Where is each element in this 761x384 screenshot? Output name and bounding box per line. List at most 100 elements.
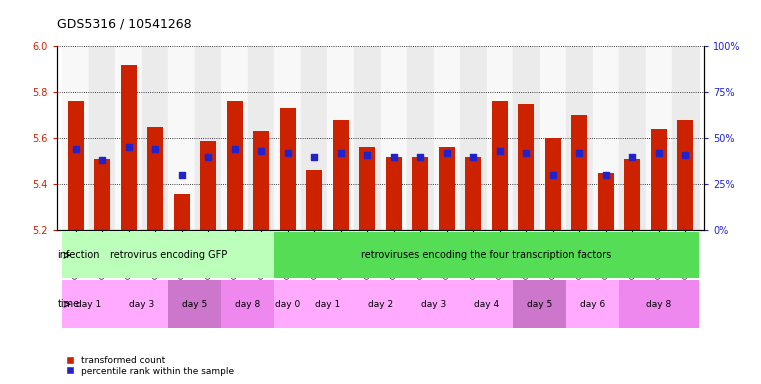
Bar — [221, 280, 275, 328]
Bar — [486, 46, 513, 230]
Bar — [380, 46, 407, 230]
Bar — [280, 108, 296, 230]
Bar — [492, 101, 508, 230]
Bar — [540, 46, 566, 230]
Point — [282, 150, 294, 156]
Bar — [306, 170, 322, 230]
Bar — [354, 46, 380, 230]
Point — [149, 146, 161, 152]
Bar — [407, 46, 434, 230]
Bar — [619, 280, 699, 328]
Bar — [116, 46, 142, 230]
Bar — [672, 46, 699, 230]
Text: day 3: day 3 — [421, 300, 446, 309]
Point — [521, 150, 533, 156]
Bar — [200, 141, 216, 230]
Point — [228, 146, 240, 152]
Bar — [301, 46, 327, 230]
Text: day 1: day 1 — [76, 300, 101, 309]
Bar — [333, 120, 349, 230]
Bar — [439, 147, 455, 230]
Point — [546, 172, 559, 178]
Bar — [434, 46, 460, 230]
Bar — [253, 131, 269, 230]
Bar — [593, 46, 619, 230]
Text: day 8: day 8 — [235, 300, 260, 309]
Bar — [221, 46, 248, 230]
Bar — [645, 46, 672, 230]
Text: day 5: day 5 — [527, 300, 552, 309]
Bar — [677, 120, 693, 230]
Point — [467, 154, 479, 160]
Text: day 2: day 2 — [368, 300, 393, 309]
Legend: transformed count, percentile rank within the sample: transformed count, percentile rank withi… — [62, 353, 238, 379]
Bar — [572, 115, 587, 230]
Bar — [116, 280, 168, 328]
Text: day 5: day 5 — [183, 300, 208, 309]
Bar — [62, 232, 275, 278]
Text: day 6: day 6 — [580, 300, 605, 309]
Bar — [354, 280, 407, 328]
Point — [441, 150, 453, 156]
Bar — [62, 46, 89, 230]
Point — [414, 154, 426, 160]
Bar — [651, 129, 667, 230]
Point — [387, 154, 400, 160]
Text: day 8: day 8 — [646, 300, 671, 309]
Point — [176, 172, 188, 178]
Bar — [566, 46, 593, 230]
Point — [96, 157, 108, 164]
Bar — [227, 101, 243, 230]
Text: retroviruses encoding the four transcription factors: retroviruses encoding the four transcrip… — [361, 250, 612, 260]
Point — [653, 150, 665, 156]
Bar — [327, 46, 354, 230]
Bar — [407, 280, 460, 328]
Point — [573, 150, 585, 156]
Bar — [275, 46, 301, 230]
Bar — [359, 147, 375, 230]
Bar — [301, 280, 354, 328]
Bar — [624, 159, 640, 230]
Bar — [412, 157, 428, 230]
Text: day 0: day 0 — [275, 300, 301, 309]
Bar — [94, 159, 110, 230]
Point — [680, 152, 692, 158]
Text: infection: infection — [58, 250, 100, 260]
Bar — [89, 46, 116, 230]
Bar — [168, 46, 195, 230]
Bar — [248, 46, 275, 230]
Bar — [518, 104, 534, 230]
Text: retrovirus encoding GFP: retrovirus encoding GFP — [110, 250, 227, 260]
Bar — [147, 127, 163, 230]
Point — [600, 172, 612, 178]
Bar — [275, 232, 699, 278]
Point — [123, 144, 135, 151]
Bar — [68, 101, 84, 230]
Bar — [619, 46, 645, 230]
Bar — [174, 194, 189, 230]
Text: GDS5316 / 10541268: GDS5316 / 10541268 — [57, 18, 192, 31]
Bar — [121, 65, 137, 230]
Point — [335, 150, 347, 156]
Point — [255, 148, 267, 154]
Bar — [513, 46, 540, 230]
Bar — [460, 46, 486, 230]
Bar — [142, 46, 168, 230]
Bar — [275, 280, 301, 328]
Bar — [545, 138, 561, 230]
Point — [69, 146, 81, 152]
Bar — [386, 157, 402, 230]
Bar — [195, 46, 221, 230]
Point — [308, 154, 320, 160]
Text: day 1: day 1 — [315, 300, 340, 309]
Bar — [460, 280, 513, 328]
Point — [361, 152, 374, 158]
Bar — [566, 280, 619, 328]
Text: day 4: day 4 — [474, 300, 499, 309]
Point — [626, 154, 638, 160]
Bar — [513, 280, 566, 328]
Point — [202, 154, 215, 160]
Bar — [465, 157, 481, 230]
Text: day 3: day 3 — [129, 300, 154, 309]
Bar — [62, 280, 116, 328]
